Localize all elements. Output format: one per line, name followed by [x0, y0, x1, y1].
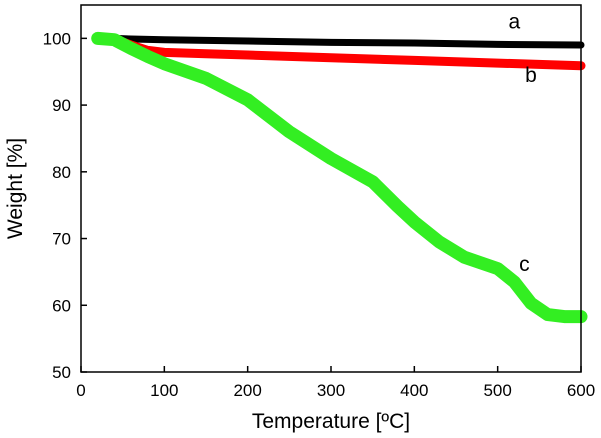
- series-labels: a b c: [508, 11, 536, 276]
- series-a-line: [94, 34, 585, 49]
- series-b-label: b: [525, 64, 537, 87]
- x-tick-label: 200: [233, 381, 261, 400]
- y-axis-title: Weight [%]: [4, 138, 27, 239]
- x-tick-label: 600: [567, 381, 595, 400]
- y-tick-label: 100: [43, 29, 71, 48]
- series-a-label: a: [508, 11, 520, 34]
- y-tick-label: 90: [52, 96, 71, 115]
- x-tick-label: 500: [483, 381, 511, 400]
- series-c-label: c: [519, 253, 530, 276]
- series-c-line: [91, 31, 588, 324]
- y-tick-label: 80: [52, 163, 71, 182]
- series-layer: [91, 31, 588, 324]
- y-tick-label: 60: [52, 296, 71, 315]
- axis-ticks: 0 100 200 300 400 500 600 50 60 70 80 90 100: [43, 29, 596, 400]
- y-tick-label: 70: [52, 230, 71, 249]
- x-tick-label: 100: [150, 381, 178, 400]
- x-tick-label: 300: [317, 381, 345, 400]
- x-axis-title: Temperature [ºC]: [252, 410, 410, 433]
- y-tick-label: 50: [52, 363, 71, 382]
- x-tick-label: 400: [400, 381, 428, 400]
- x-tick-label: 0: [76, 381, 85, 400]
